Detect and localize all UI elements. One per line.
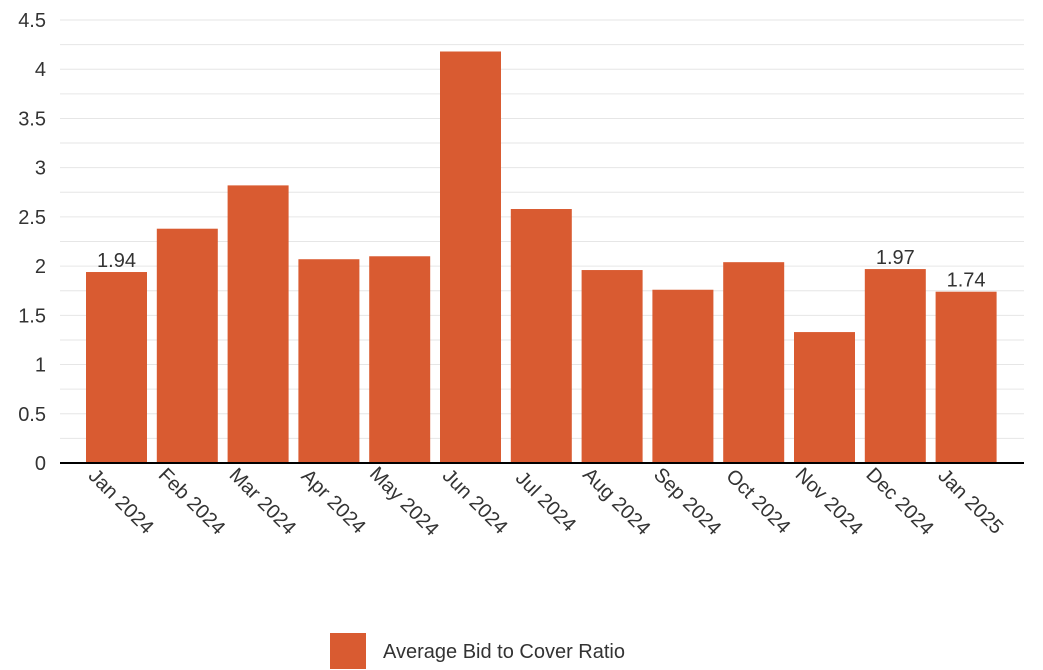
y-tick-label: 4 xyxy=(35,59,46,81)
x-tick-label: Aug 2024 xyxy=(578,464,654,540)
bar[interactable] xyxy=(157,229,218,463)
bar[interactable] xyxy=(228,185,289,463)
x-tick-label: Jul 2024 xyxy=(511,467,580,536)
x-tick-label: May 2024 xyxy=(365,463,443,541)
x-tick-label: Dec 2024 xyxy=(861,464,937,540)
x-tick-label: Feb 2024 xyxy=(154,464,229,539)
bar[interactable] xyxy=(723,262,784,463)
x-tick-label: Sep 2024 xyxy=(649,464,725,540)
y-tick-label: 2.5 xyxy=(18,207,46,229)
data-label: 1.94 xyxy=(97,250,136,272)
x-tick-label: Jan 2024 xyxy=(84,465,158,539)
bar[interactable] xyxy=(936,292,997,463)
bar-series xyxy=(86,52,997,463)
y-tick-label: 1.5 xyxy=(18,305,46,327)
x-tick-label: Apr 2024 xyxy=(297,465,370,538)
x-tick-label: Nov 2024 xyxy=(791,464,867,540)
y-axis: 0 0.5 1 1.5 2 2.5 3 3.5 4 4.5 xyxy=(18,10,46,475)
y-tick-label: 2 xyxy=(35,256,46,278)
x-tick-label: Mar 2024 xyxy=(225,464,300,539)
legend[interactable]: Average Bid to Cover Ratio xyxy=(330,633,625,669)
bar[interactable] xyxy=(440,52,501,463)
x-tick-label: Oct 2024 xyxy=(721,465,794,538)
x-tick-label: Jan 2025 xyxy=(933,465,1007,539)
bar[interactable] xyxy=(865,269,926,463)
bar[interactable] xyxy=(86,272,147,463)
data-label: 1.74 xyxy=(947,270,986,292)
bar[interactable] xyxy=(369,256,430,463)
legend-label: Average Bid to Cover Ratio xyxy=(383,641,625,663)
y-tick-label: 1 xyxy=(35,355,46,377)
y-tick-label: 4.5 xyxy=(18,10,46,32)
bar[interactable] xyxy=(652,290,713,463)
bar[interactable] xyxy=(582,270,643,463)
bar[interactable] xyxy=(794,332,855,463)
y-tick-label: 0.5 xyxy=(18,404,46,426)
bar[interactable] xyxy=(511,209,572,463)
y-tick-label: 3.5 xyxy=(18,108,46,130)
y-tick-label: 0 xyxy=(35,453,46,475)
y-tick-label: 3 xyxy=(35,158,46,180)
x-tick-label: Jun 2024 xyxy=(438,465,512,539)
bar[interactable] xyxy=(298,259,359,463)
data-label: 1.97 xyxy=(876,247,915,269)
legend-swatch xyxy=(330,633,366,669)
